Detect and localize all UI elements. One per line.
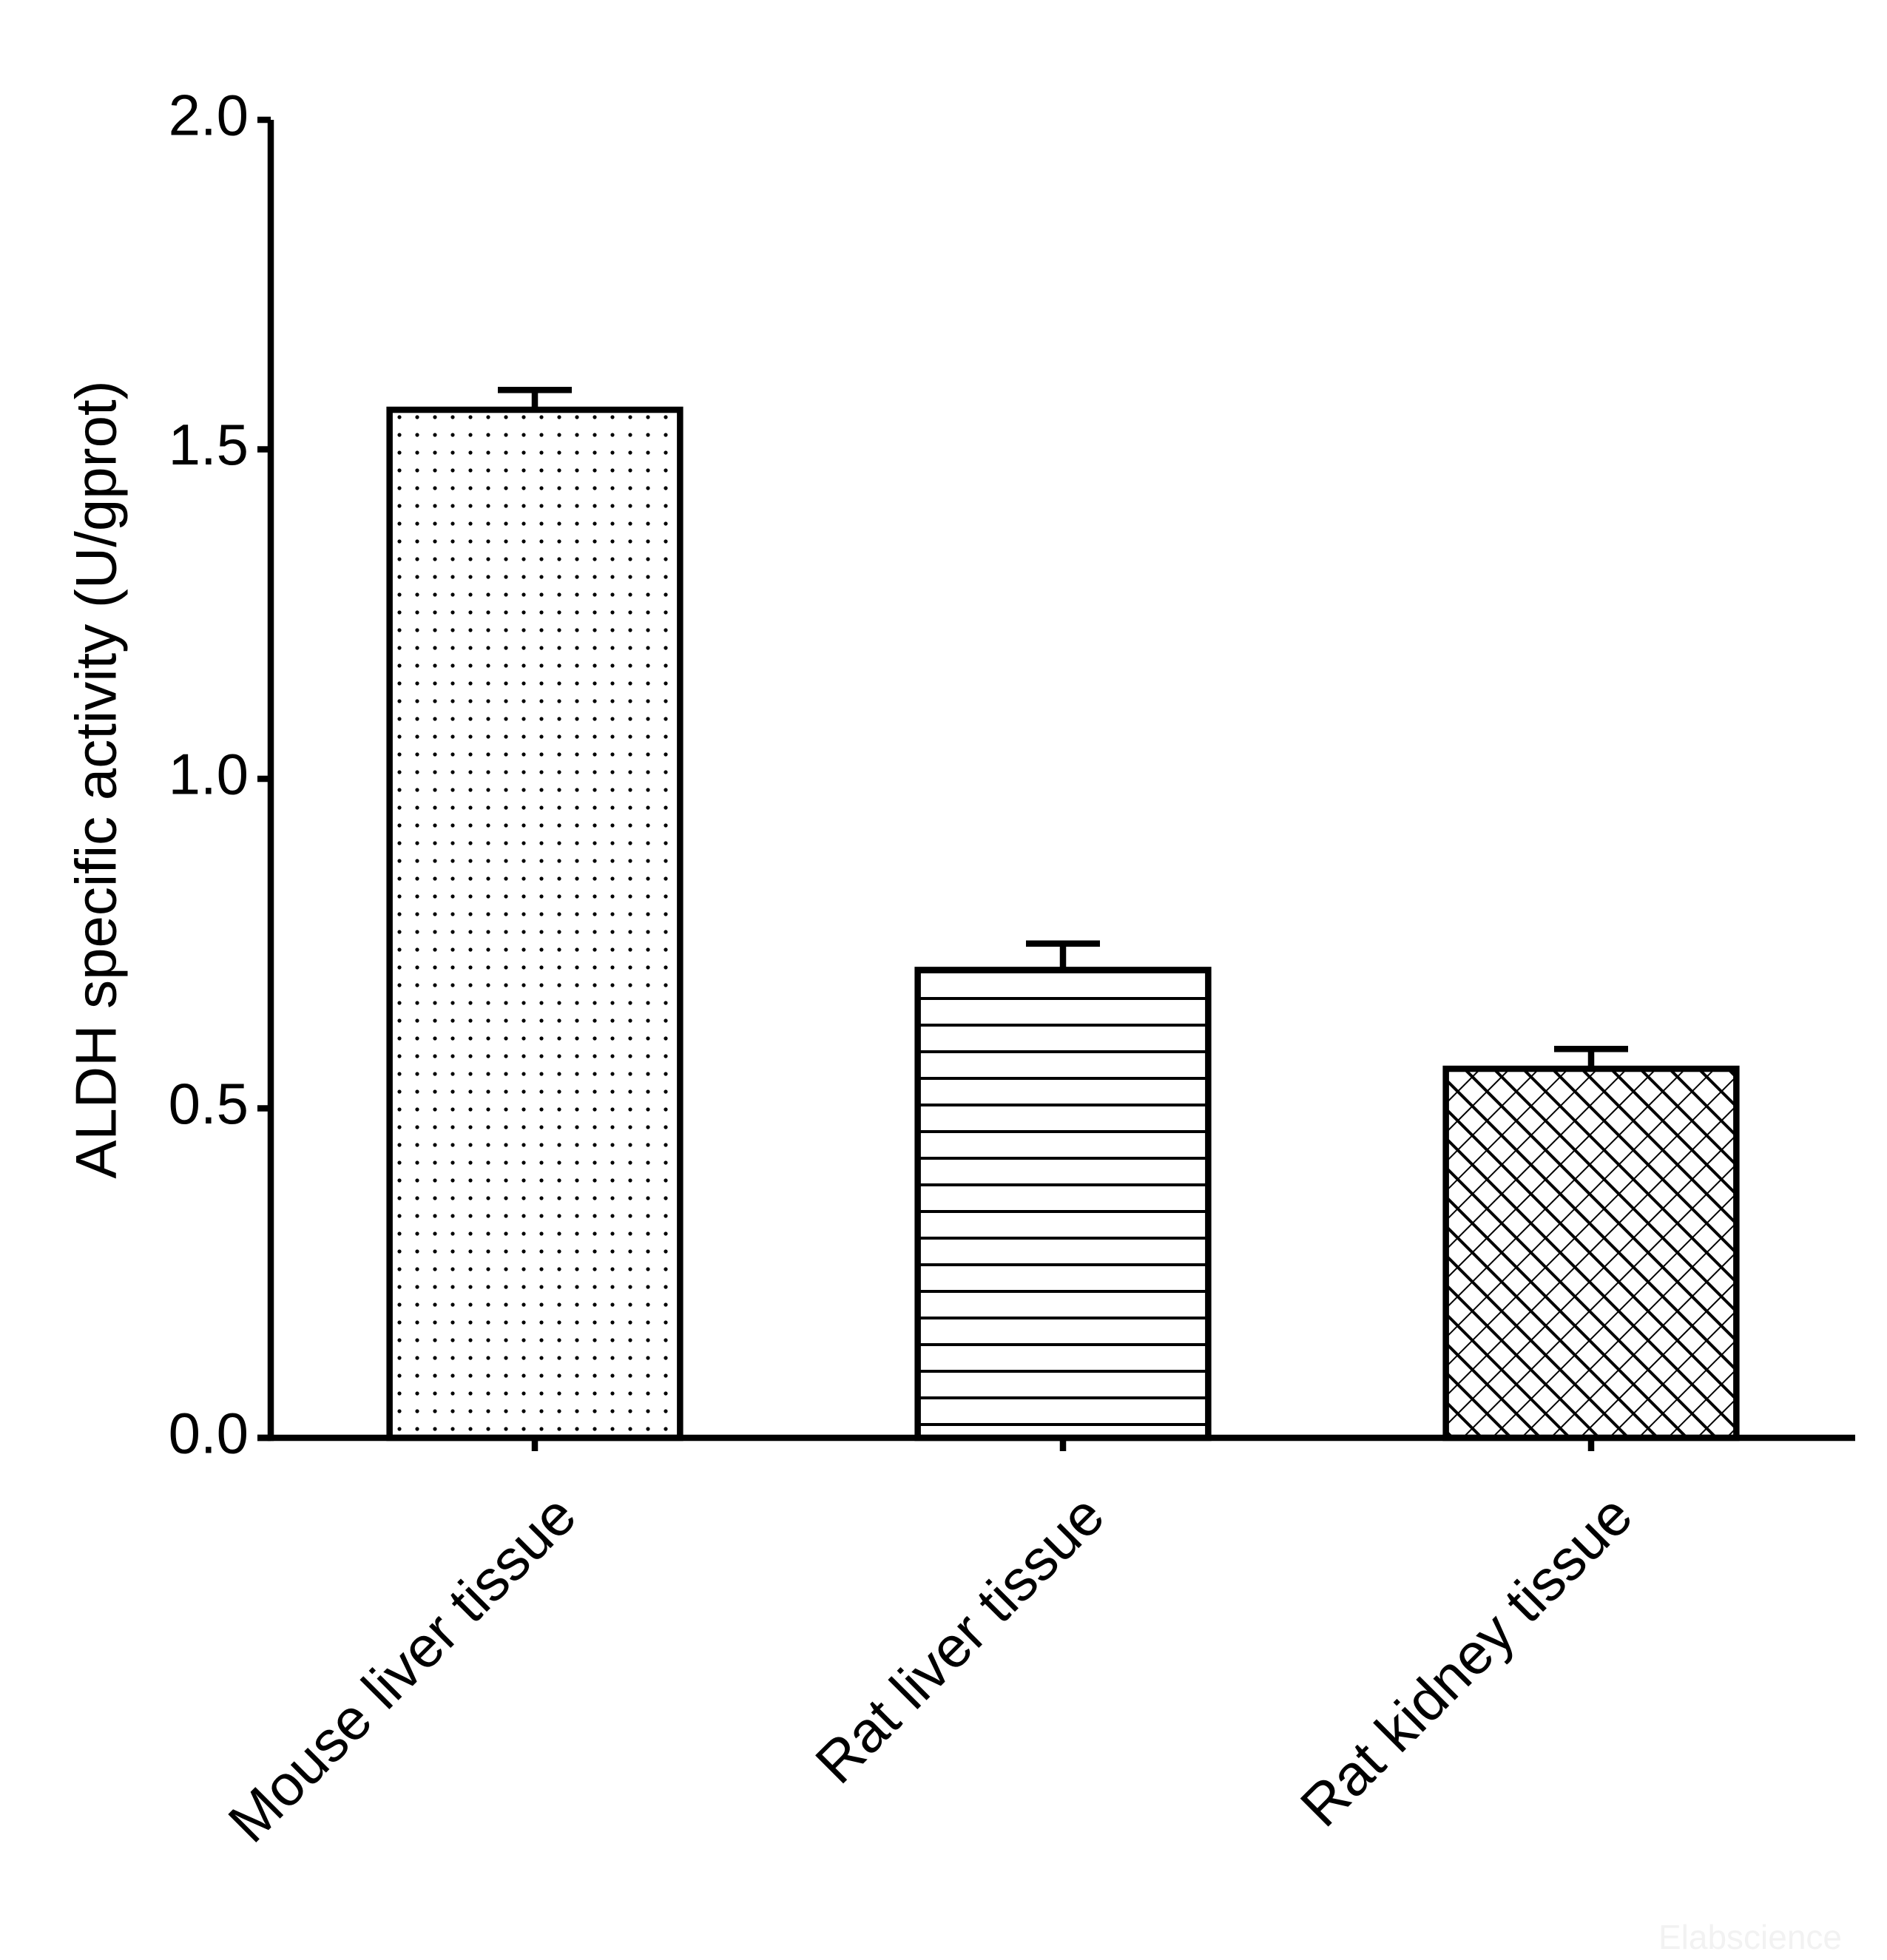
y-axis-label: ALDH specific activity (U/gprot) (64, 380, 129, 1178)
watermark: Elabscience (1658, 1918, 1842, 1956)
x-tick-label: Mouse liver tissue (216, 1482, 589, 1855)
y-tick-label: 1.5 (169, 412, 249, 477)
y-tick-label: 0.5 (169, 1071, 249, 1136)
bar (1442, 1065, 1740, 1442)
y-tick-label: 1.0 (169, 742, 249, 807)
y-tick-label: 0.0 (169, 1401, 249, 1466)
x-tick-label: Rat liver tissue (803, 1482, 1116, 1796)
bar (386, 406, 683, 1442)
x-tick-label: Rat kidney tissue (1288, 1482, 1644, 1839)
y-tick-label: 2.0 (169, 83, 249, 148)
bar (914, 967, 1212, 1442)
